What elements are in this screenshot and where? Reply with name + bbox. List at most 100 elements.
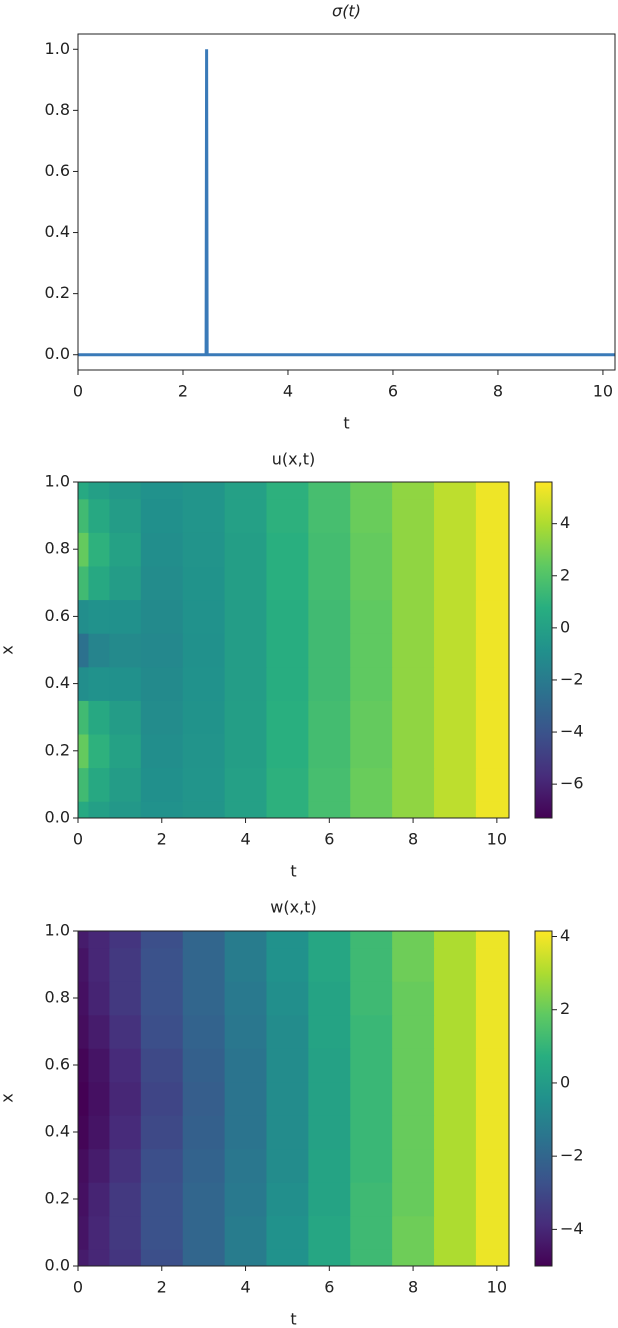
heatmap-cell: [350, 1081, 393, 1116]
heatmap-cell: [140, 1081, 184, 1116]
heatmap-cell: [182, 931, 226, 949]
colorbar-tick-label: −6: [560, 774, 584, 793]
heatmap-cell: [350, 566, 393, 601]
heatmap-cell: [475, 767, 510, 802]
heatmap-cell: [140, 633, 184, 668]
heatmap-cell: [78, 1048, 89, 1083]
heatmap-cell: [78, 1249, 89, 1267]
heatmap-cell: [475, 666, 510, 701]
heatmap-cell: [266, 498, 309, 533]
heatmap-cell: [266, 532, 309, 567]
heatmap-cell: [109, 767, 142, 802]
heatmap-cell: [475, 947, 510, 982]
y-tick-label: 0.8: [45, 539, 70, 558]
heatmap-cell: [392, 1081, 435, 1116]
colorbar-tick-label: 0: [560, 1072, 570, 1091]
heatmap-cell: [140, 1215, 184, 1250]
heatmap-cell: [88, 498, 110, 533]
heatmap-cell: [266, 981, 309, 1016]
x-tick-label: 4: [240, 830, 250, 849]
heatmap-cell: [392, 633, 435, 668]
heatmap-cell: [392, 1115, 435, 1150]
heatmap-cell: [224, 1115, 267, 1150]
heatmap-cell: [392, 1215, 435, 1250]
heatmap-cell: [224, 801, 267, 819]
y-tick-label: 0.2: [45, 740, 70, 759]
heatmap-cell: [109, 633, 142, 668]
heatmap-cell: [308, 700, 351, 735]
y-tick-label: 0.4: [45, 673, 70, 692]
heatmap-cell: [88, 599, 110, 634]
heatmap-cell: [88, 633, 110, 668]
heatmap-cell: [182, 498, 226, 533]
subplot: −6 −4 −2 0 2 4 0 2 4 6 8 10 0.0 0.2 0.4 0.6 0.8 1.0 u(x,t)…: [0, 450, 584, 881]
heatmap-cell: [182, 566, 226, 601]
x-tick-label: 2: [157, 1278, 167, 1297]
heatmap-cell: [308, 498, 351, 533]
heatmap-cell: [182, 801, 226, 819]
heatmap-cell: [392, 801, 435, 819]
heatmap-cell: [308, 1182, 351, 1217]
heatmap-cell: [308, 1081, 351, 1116]
y-tick-label: 1.0: [45, 472, 70, 491]
heatmap-cell: [182, 734, 226, 769]
heatmap-cell: [88, 947, 110, 982]
x-tick-label: 0: [73, 830, 83, 849]
colorbar-tick-label: −4: [560, 1219, 584, 1238]
y-tick-label: 1.0: [45, 39, 70, 58]
heatmap-cell: [434, 1048, 477, 1083]
heatmap-cell: [392, 532, 435, 567]
heatmap-cell: [140, 666, 184, 701]
heatmap-cell: [434, 947, 477, 982]
heatmap-cell: [88, 1249, 110, 1267]
y-tick-label: 0.6: [45, 1055, 70, 1074]
heatmap-cell: [266, 1048, 309, 1083]
heatmap-cell: [140, 801, 184, 819]
heatmap-cell: [350, 1249, 393, 1267]
x-tick-label: 4: [283, 382, 293, 401]
heatmap-cell: [308, 599, 351, 634]
heatmap-cell: [266, 801, 309, 819]
x-tick-label: 0: [73, 382, 83, 401]
heatmap-cell: [109, 981, 142, 1016]
heatmap-cell: [434, 700, 477, 735]
heatmap-cell: [109, 482, 142, 500]
heatmap-cell: [434, 1182, 477, 1217]
heatmap-cell: [78, 1148, 89, 1183]
heatmap-cell: [78, 532, 89, 567]
heatmap-cell: [350, 633, 393, 668]
heatmap-cell: [308, 734, 351, 769]
heatmap-cell: [140, 599, 184, 634]
heatmap-cell: [434, 931, 477, 949]
heatmap-cell: [434, 532, 477, 567]
colorbar-tick-label: −2: [560, 669, 584, 688]
heatmap-cell: [224, 1014, 267, 1049]
heatmap-cell: [140, 1182, 184, 1217]
heatmap-cell: [224, 734, 267, 769]
heatmap-cell: [140, 1014, 184, 1049]
heatmap-cell: [224, 498, 267, 533]
heatmap-cell: [308, 666, 351, 701]
heatmap-cell: [350, 1215, 393, 1250]
heatmap-cell: [140, 1115, 184, 1150]
heatmap-cell: [475, 931, 510, 949]
heatmap-cell: [182, 599, 226, 634]
heatmap-cell: [224, 1148, 267, 1183]
heatmap-cell: [392, 700, 435, 735]
heatmap-cell: [140, 482, 184, 500]
heatmap-cell: [182, 1148, 226, 1183]
heatmap-cell: [392, 767, 435, 802]
heatmap-cell: [475, 1249, 510, 1267]
heatmap-cell: [224, 1081, 267, 1116]
heatmap-cell: [475, 1014, 510, 1049]
heatmap-cell: [308, 947, 351, 982]
heatmap-cell: [350, 1048, 393, 1083]
heatmap-cell: [434, 1215, 477, 1250]
heatmap-cell: [475, 1215, 510, 1250]
heatmap-cell: [392, 931, 435, 949]
heatmap-cell: [224, 1215, 267, 1250]
heatmap-cell: [475, 1115, 510, 1150]
heatmap-cell: [434, 599, 477, 634]
heatmap-cell: [392, 1249, 435, 1267]
